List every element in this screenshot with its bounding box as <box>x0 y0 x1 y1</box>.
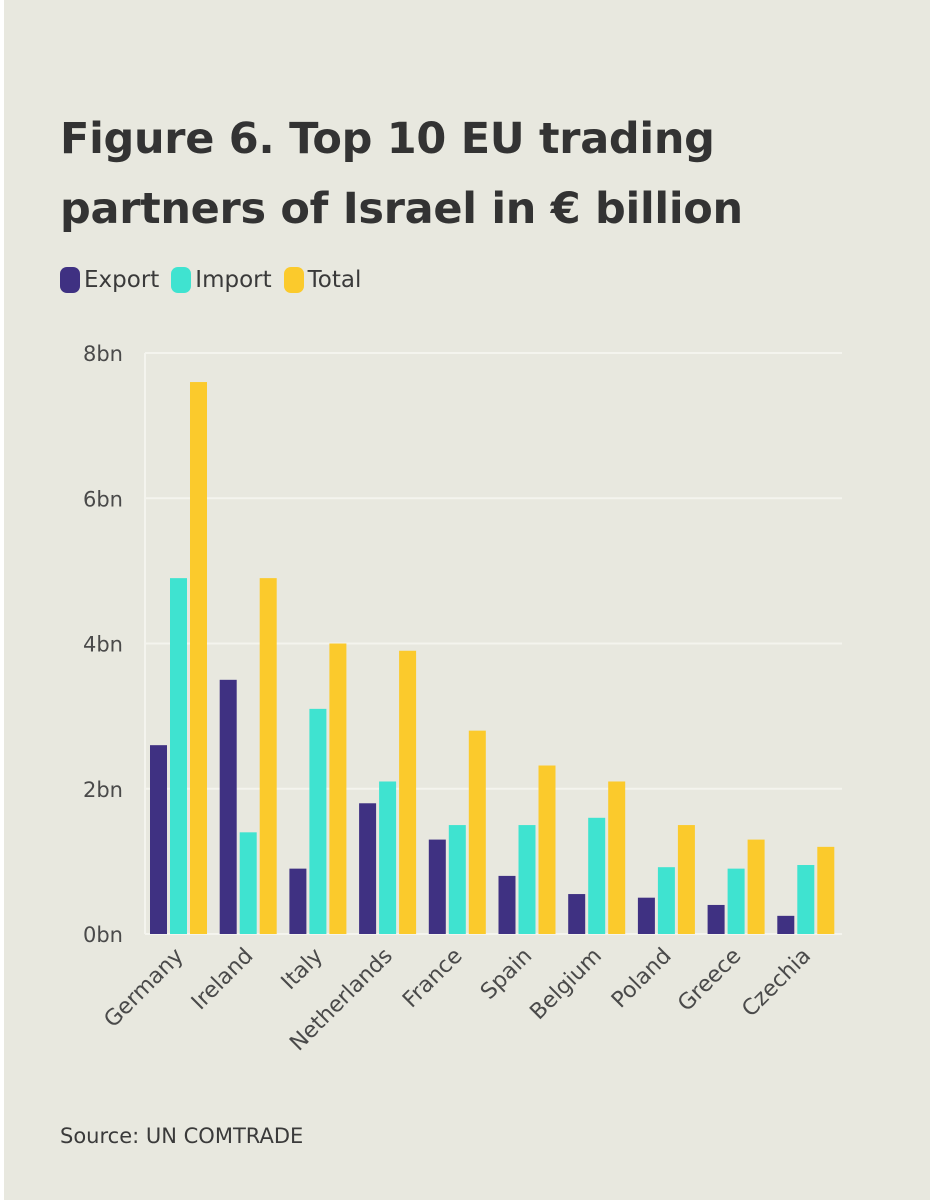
x-tick-label-spain: Spain <box>476 944 537 1005</box>
bar-import-italy <box>309 708 327 934</box>
chart-title: Figure 6. Top 10 EU trading partners of … <box>60 104 860 244</box>
bar-import-poland <box>657 867 675 934</box>
y-tick-label-6: 6bn <box>83 487 123 511</box>
bar-import-ireland <box>239 832 257 934</box>
bar-import-netherlands <box>379 781 397 934</box>
legend-item-export: Export <box>60 267 159 293</box>
bar-export-spain <box>498 875 516 934</box>
y-tick-label-2: 2bn <box>83 778 123 802</box>
bar-import-czechia <box>797 865 815 934</box>
bar-total-spain <box>538 765 556 934</box>
bar-export-czechia <box>777 915 795 934</box>
x-tick-label-poland: Poland <box>607 944 677 1014</box>
y-tick-label-0: 0bn <box>83 923 123 947</box>
chart-title-line-1: Figure 6. Top 10 EU trading <box>60 114 715 164</box>
x-tick-label-ireland: Ireland <box>187 944 258 1015</box>
x-tick-label-germany: Germany <box>100 944 189 1033</box>
bar-export-netherlands <box>359 803 377 934</box>
bar-import-france <box>448 825 466 934</box>
bar-export-poland <box>637 897 655 934</box>
bar-total-belgium <box>608 781 626 934</box>
legend-item-import: Import <box>171 267 272 293</box>
x-tick-label-italy: Italy <box>277 944 328 995</box>
x-tick-label-czechia: Czechia <box>737 944 816 1023</box>
bar-export-belgium <box>568 894 586 934</box>
bar-export-italy <box>289 868 307 934</box>
legend-swatch-import <box>171 267 192 293</box>
x-tick-label-france: France <box>398 944 467 1013</box>
x-tick-label-belgium: Belgium <box>525 944 606 1025</box>
bar-total-italy <box>329 643 347 934</box>
chart-title-line-2: partners of Israel in € billion <box>60 184 743 234</box>
bar-total-poland <box>677 825 695 934</box>
legend-swatch-export <box>60 267 80 293</box>
bar-total-czechia <box>817 846 835 934</box>
bar-import-greece <box>727 868 745 934</box>
bar-total-netherlands <box>399 650 417 934</box>
legend-label-import: Import <box>195 267 272 293</box>
bar-total-germany <box>190 382 207 934</box>
y-tick-label-8: 8bn <box>83 342 123 366</box>
bar-total-greece <box>747 839 765 934</box>
figure-card <box>4 0 930 1200</box>
bar-export-france <box>428 839 446 934</box>
source-note: Source: UN COMTRADE <box>60 1124 304 1148</box>
bar-total-france <box>468 730 486 934</box>
bar-import-spain <box>518 825 536 934</box>
legend-label-export: Export <box>84 267 160 293</box>
legend-label-total: Total <box>307 267 362 293</box>
legend-item-total: Total <box>283 267 362 293</box>
chart-legend: Export Import Total <box>60 262 373 298</box>
bar-total-ireland <box>259 578 277 934</box>
y-tick-label-4: 4bn <box>83 633 123 657</box>
bar-export-greece <box>707 904 725 934</box>
bar-import-germany <box>170 578 187 934</box>
x-tick-label-greece: Greece <box>673 944 746 1017</box>
bar-import-belgium <box>588 817 606 934</box>
bar-export-germany <box>150 745 167 934</box>
bar-export-ireland <box>219 679 237 934</box>
legend-swatch-total <box>283 267 304 293</box>
